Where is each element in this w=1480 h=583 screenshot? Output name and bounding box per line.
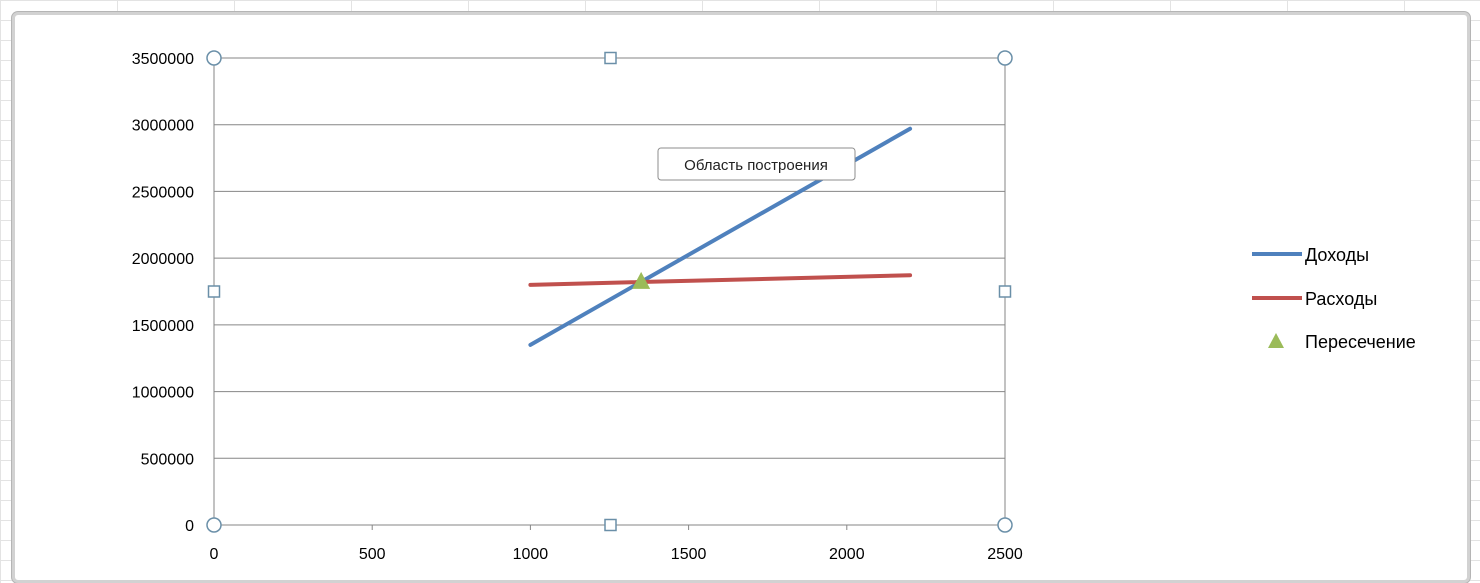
edge-resize-handle[interactable]	[604, 518, 617, 532]
y-tick-label: 0	[185, 518, 194, 535]
corner-resize-handle[interactable]	[206, 50, 222, 66]
x-tick-label: 1500	[671, 546, 707, 563]
selection-handles[interactable]	[206, 50, 1013, 533]
x-tick-label: 0	[210, 546, 219, 563]
legend-entry-label: Доходы	[1305, 245, 1369, 265]
axes: 0 500000 1000000 1500000 2000000 2500000 30000…	[132, 51, 1023, 563]
x-tick-label: 1000	[513, 546, 549, 563]
edge-resize-handle[interactable]	[604, 51, 617, 65]
legend-entry-label: Пересечение	[1305, 332, 1416, 352]
legend-entry-label: Расходы	[1305, 289, 1377, 309]
y-tick-label: 500000	[141, 451, 194, 468]
legend[interactable]: Доходы Расходы Пересечение	[1252, 245, 1416, 352]
y-tick-label: 1000000	[132, 385, 194, 402]
x-tick-label: 2000	[829, 546, 865, 563]
corner-resize-handle[interactable]	[997, 50, 1013, 66]
y-tick-label: 3500000	[132, 51, 194, 68]
chart-area[interactable]	[12, 12, 1470, 583]
y-tick-label: 3000000	[132, 118, 194, 135]
legend-triangle-swatch	[1268, 333, 1284, 348]
corner-resize-handle[interactable]	[206, 517, 222, 533]
tooltip-label: Область построения	[684, 157, 828, 174]
y-tick-label: 2000000	[132, 251, 194, 268]
tooltip-box	[657, 147, 856, 181]
gridlines	[214, 57, 1005, 526]
y-tick-label: 1500000	[132, 318, 194, 335]
series-line-expenses[interactable]	[528, 273, 913, 287]
x-tick-label: 2500	[987, 546, 1023, 563]
x-tick-label: 500	[359, 546, 386, 563]
corner-resize-handle[interactable]	[997, 517, 1013, 533]
y-tick-label: 2500000	[132, 184, 194, 201]
edge-resize-handle[interactable]	[207, 285, 221, 298]
intersection-point[interactable]	[632, 271, 651, 289]
tooltip: Область построения	[657, 147, 856, 181]
edge-resize-handle[interactable]	[998, 285, 1012, 298]
